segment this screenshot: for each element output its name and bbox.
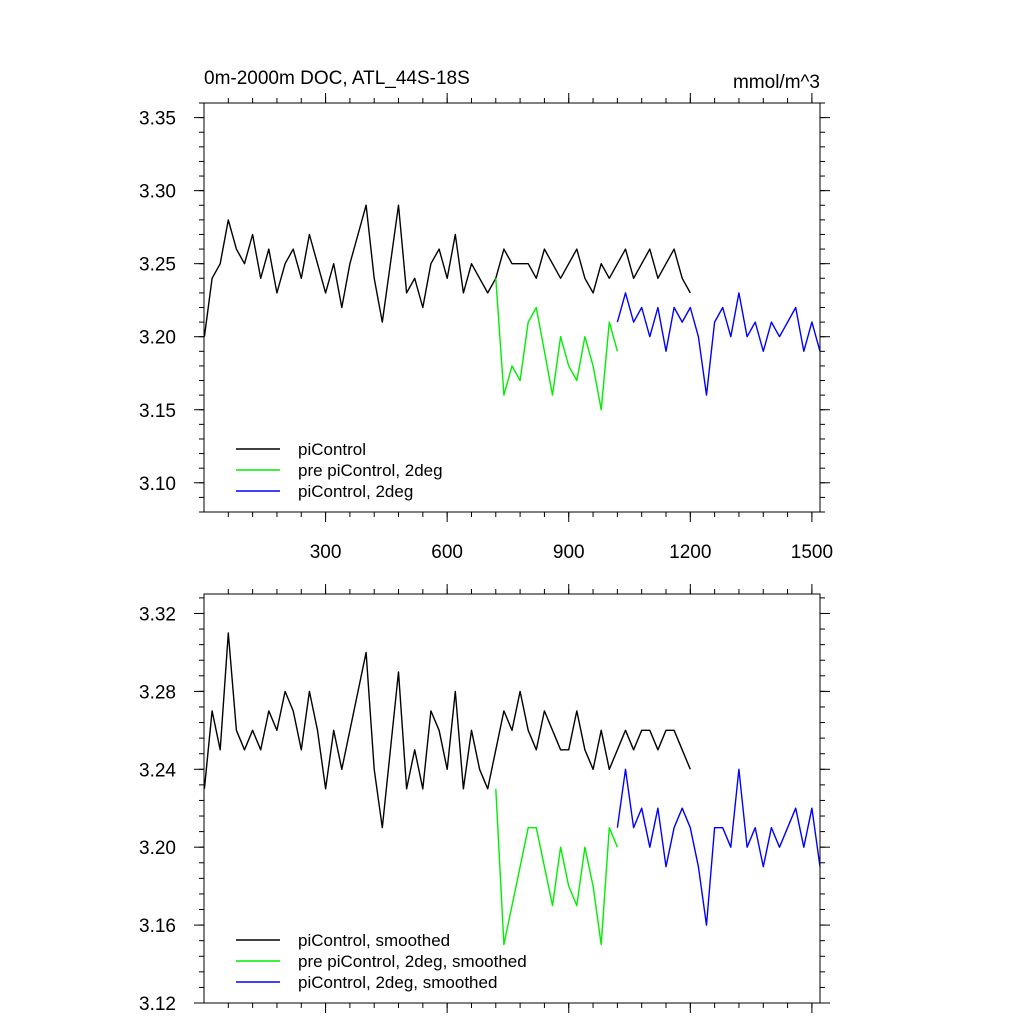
plot-frame-1 (203, 593, 821, 1004)
series-lines-1 (203, 632, 821, 946)
bottom-panel: 3.32 3.28 3.24 3.20 3.16 3.12 piControl, smoo… (139, 584, 830, 1015)
y-tick-label: 3.30 (139, 182, 176, 203)
series-lines-0 (203, 204, 821, 411)
series-line-pre-picontrol-2deg-smoothed (495, 788, 619, 946)
legend-0: piControl pre piControl, 2deg piControl, 2… (236, 440, 443, 501)
y-tick-label: 3.20 (139, 838, 176, 859)
plot-frame-0 (203, 102, 821, 513)
series-line-picontrol (203, 204, 691, 337)
axes-1: 3.32 3.28 3.24 3.20 3.16 3.12 (139, 584, 830, 1015)
legend-1: piControl, smoothed pre piControl, 2deg, … (236, 931, 527, 992)
y-tick-label: 3.35 (139, 109, 176, 130)
y-tick-label: 3.25 (139, 255, 176, 276)
axes-0: 3.35 3.30 3.25 3.20 3.15 3.10 300 600 900 1200 150… (139, 93, 833, 563)
series-line-pre-picontrol-2deg (495, 278, 619, 411)
legend-label: piControl, smoothed (298, 931, 450, 950)
legend-label: piControl, 2deg, smoothed (298, 973, 497, 992)
x-tick-label: 300 (310, 542, 342, 563)
y-tick-label: 3.10 (139, 474, 176, 495)
legend-label: piControl, 2deg (298, 482, 413, 501)
legend-label: pre piControl, 2deg, smoothed (298, 952, 527, 971)
x-tick-label: 600 (431, 542, 463, 563)
series-line-picontrol-2deg (616, 292, 821, 396)
legend-label: pre piControl, 2deg (298, 461, 443, 480)
x-tick-label: 1200 (669, 542, 711, 563)
top-panel: 0m-2000m DOC, ATL_44S-18S mmol/m^3 3.353… (139, 68, 833, 563)
series-line-picontrol-smoothed (203, 632, 691, 829)
y-tick-label: 3.24 (139, 760, 176, 781)
y-tick-label: 3.12 (139, 994, 176, 1015)
y-tick-label: 3.32 (139, 604, 176, 625)
x-tick-label: 900 (553, 542, 585, 563)
y-tick-label: 3.16 (139, 916, 176, 937)
y-tick-label: 3.28 (139, 682, 176, 703)
x-tick-label: 1500 (791, 542, 833, 563)
chart-title: 0m-2000m DOC, ATL_44S-18S (204, 68, 470, 89)
units-label: mmol/m^3 (733, 72, 820, 93)
y-tick-label: 3.20 (139, 328, 176, 349)
series-line-picontrol-2deg-smoothed (616, 768, 821, 926)
legend-label: piControl (298, 440, 366, 459)
y-tick-label: 3.15 (139, 401, 176, 422)
